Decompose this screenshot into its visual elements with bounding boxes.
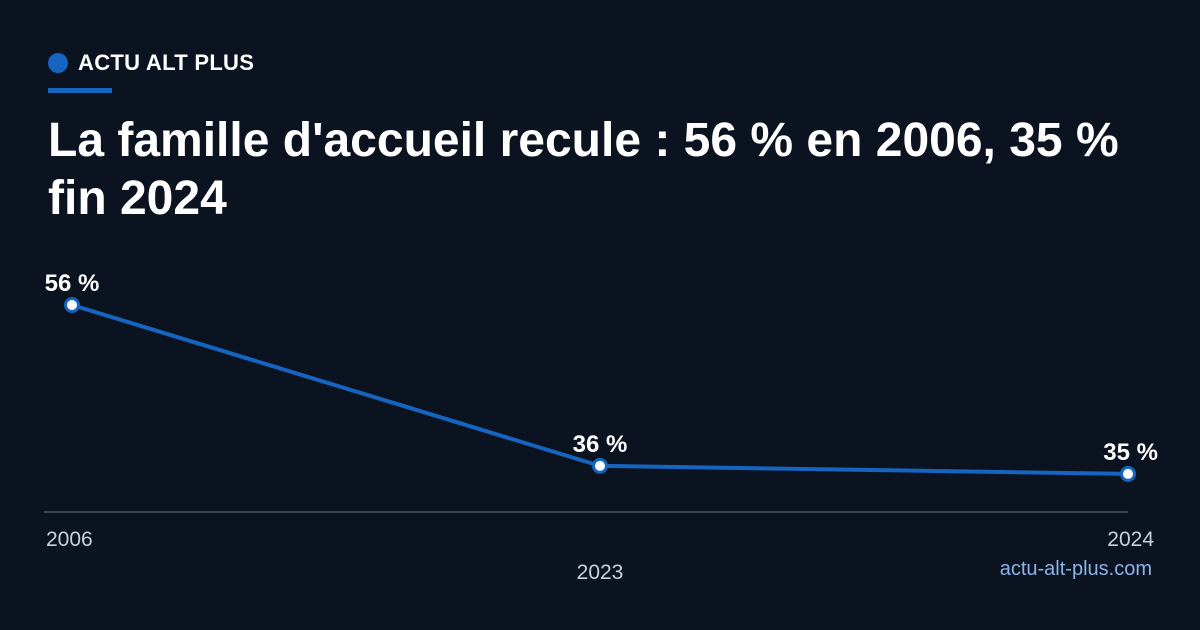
- data-point: [1120, 465, 1136, 482]
- brand-underline: [48, 88, 112, 93]
- brand-name: ACTU ALT PLUS: [78, 50, 255, 75]
- x-tick-label: 2006: [46, 528, 93, 551]
- data-label: 35 %: [1103, 439, 1158, 466]
- data-label: 36 %: [573, 431, 628, 458]
- chart-title: La famille d'accueil recule : 56 % en 20…: [48, 114, 1119, 225]
- x-tick-label: 2023: [577, 561, 624, 584]
- brand-dot-icon: [48, 53, 68, 73]
- data-point: [592, 457, 608, 474]
- data-point: [64, 297, 80, 313]
- x-tick-label: 2024: [1107, 528, 1154, 551]
- source-link[interactable]: actu-alt-plus.com: [999, 558, 1152, 580]
- brand-header: ACTU ALT PLUS: [48, 50, 254, 76]
- data-label: 56 %: [45, 270, 100, 297]
